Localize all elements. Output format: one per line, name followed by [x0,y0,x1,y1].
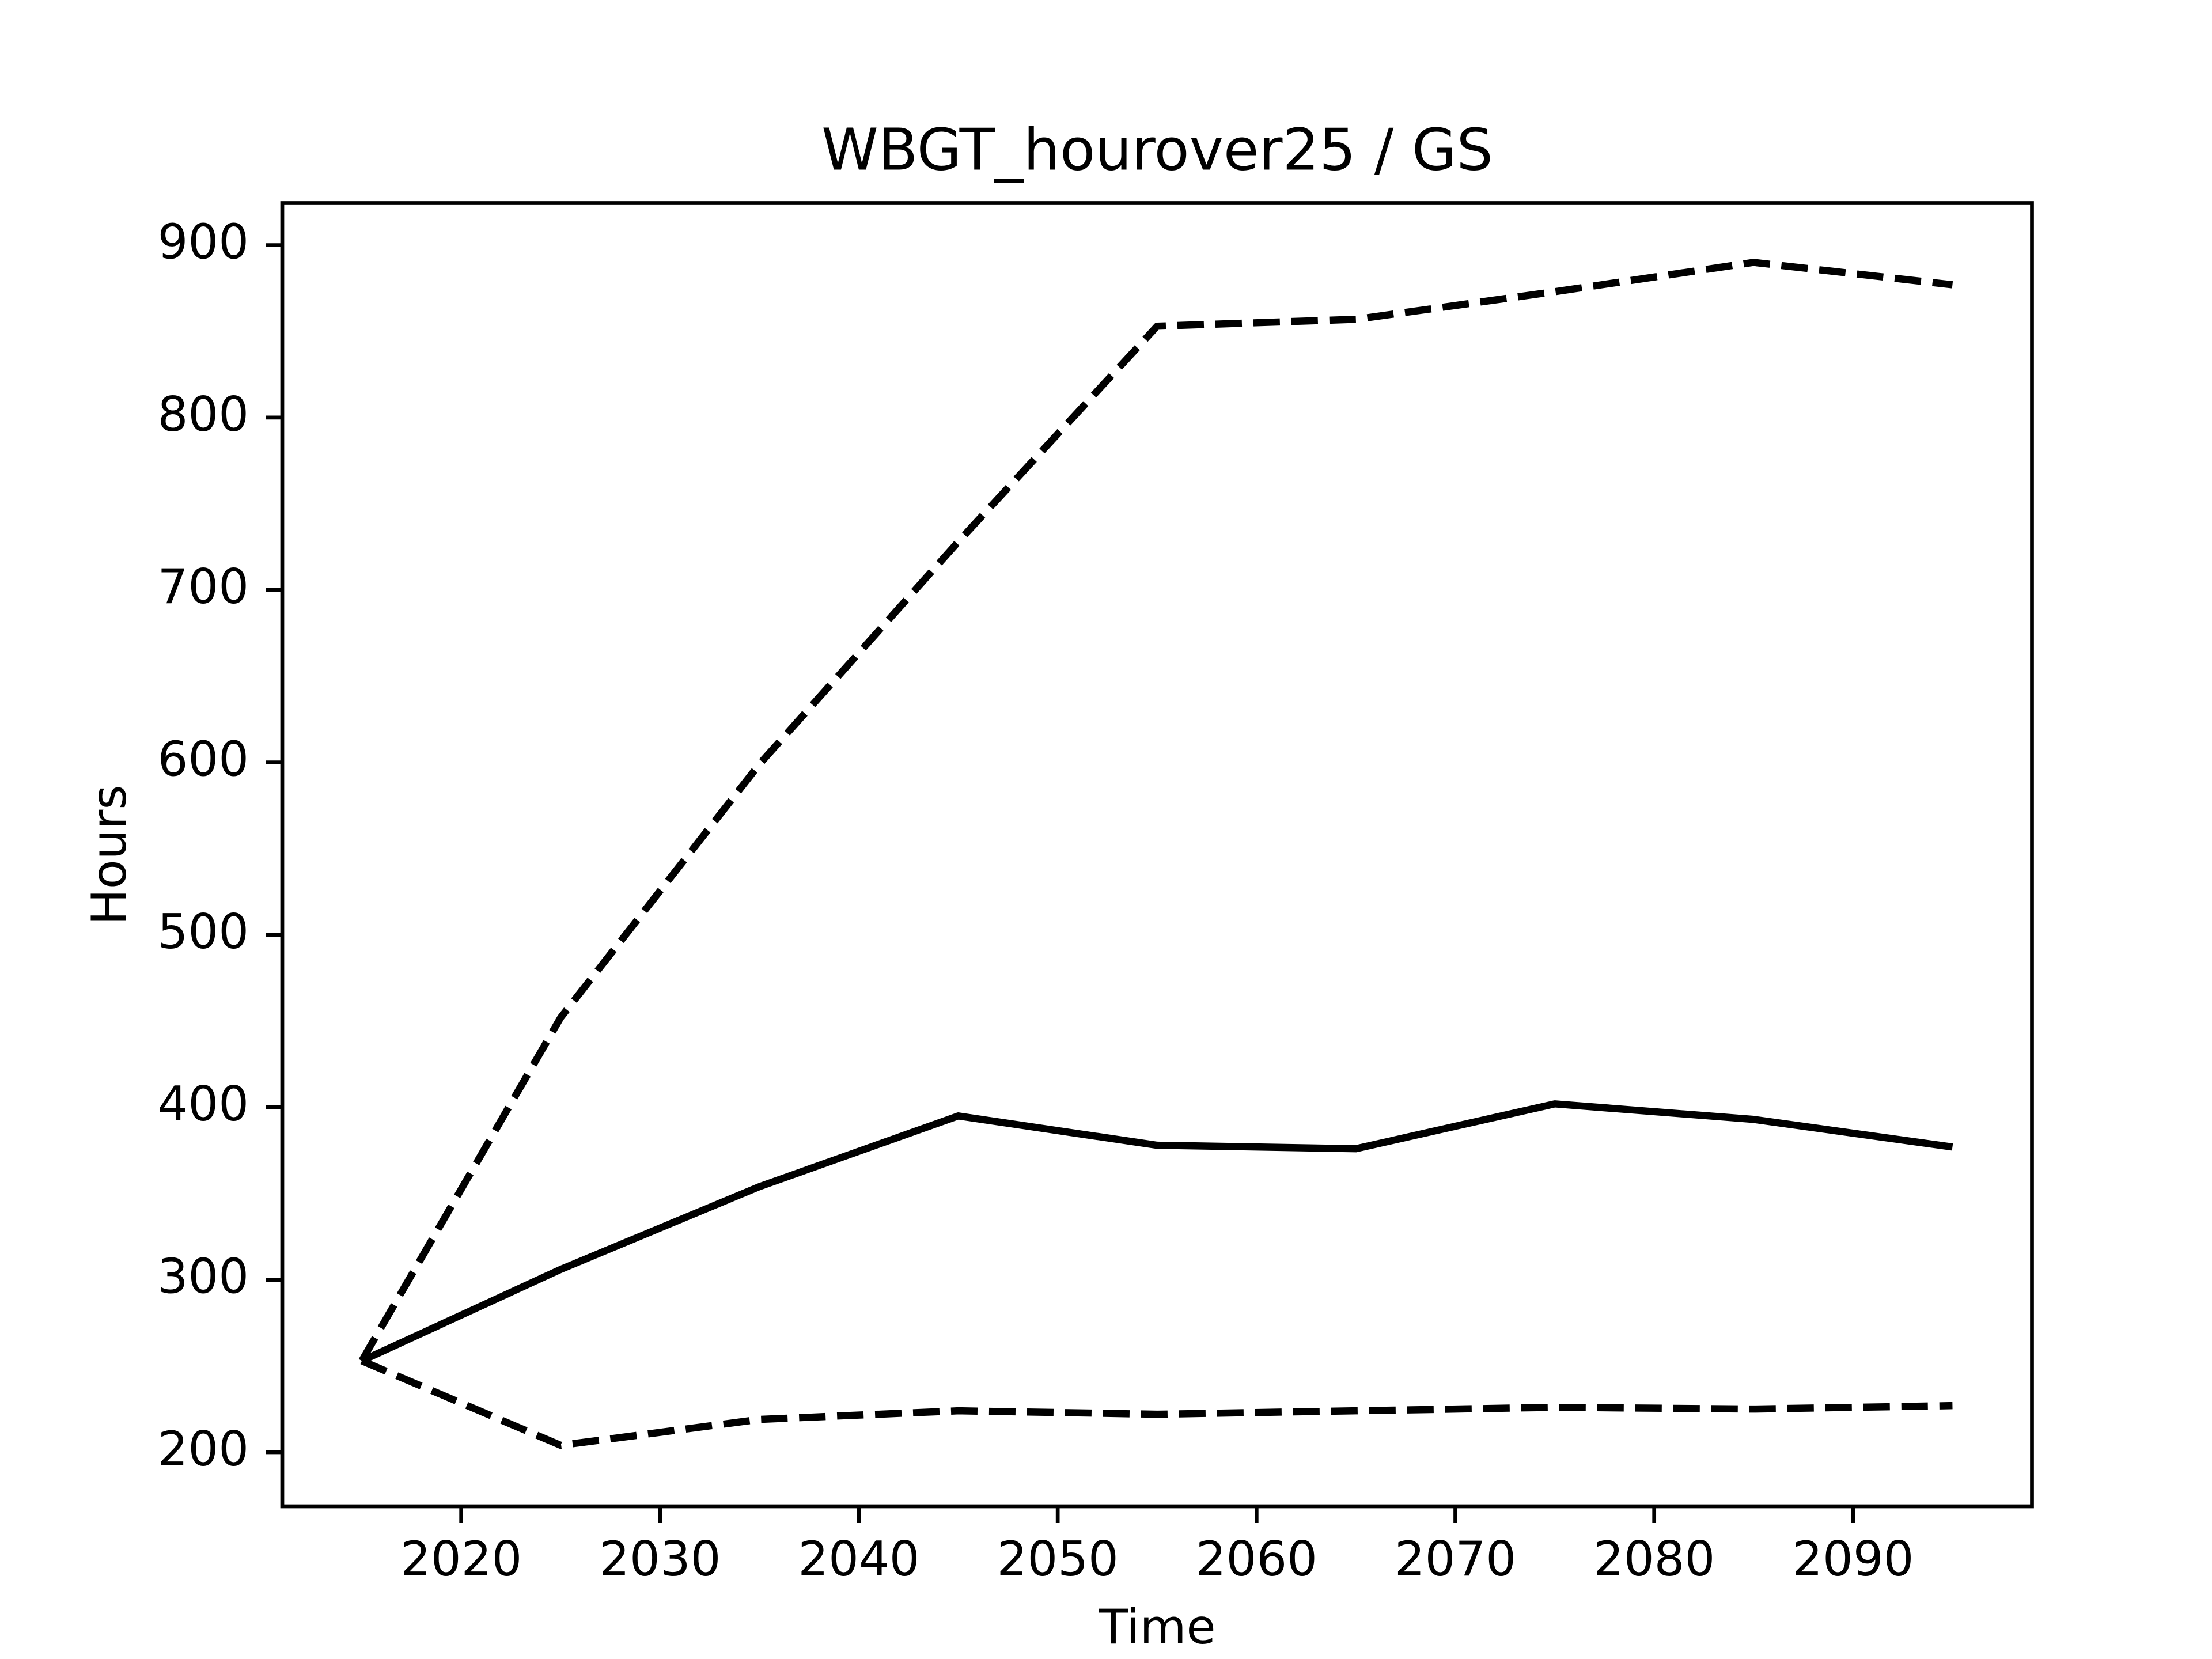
y-tick-label: 300 [158,1249,249,1305]
x-tick-label: 2020 [400,1531,522,1587]
x-tick-label: 2070 [1395,1531,1516,1587]
y-axis-label: Hours [81,785,137,925]
y-tick-label: 700 [158,559,249,615]
y-tick-label: 800 [158,387,249,442]
y-tick-label: 900 [158,214,249,270]
data-line [358,259,1953,1363]
data-line [360,1357,1953,1449]
x-tick-label: 2040 [798,1531,919,1587]
y-tick-label: 400 [158,1076,249,1132]
y-tick-label: 500 [158,904,249,960]
y-tick-label: 600 [158,732,249,787]
y-tick-label: 200 [158,1421,249,1477]
x-tick-label: 2060 [1196,1531,1317,1587]
x-tick-label: 2030 [599,1531,721,1587]
data-line [360,1100,1953,1365]
x-tick-label: 2080 [1593,1531,1715,1587]
chart-title: WBGT_hourover25 / GS [821,116,1493,183]
x-tick-label: 2050 [997,1531,1119,1587]
x-axis-label: Time [1098,1599,1215,1655]
x-tick-label: 2090 [1792,1531,1914,1587]
axes-frame [280,201,2034,1509]
